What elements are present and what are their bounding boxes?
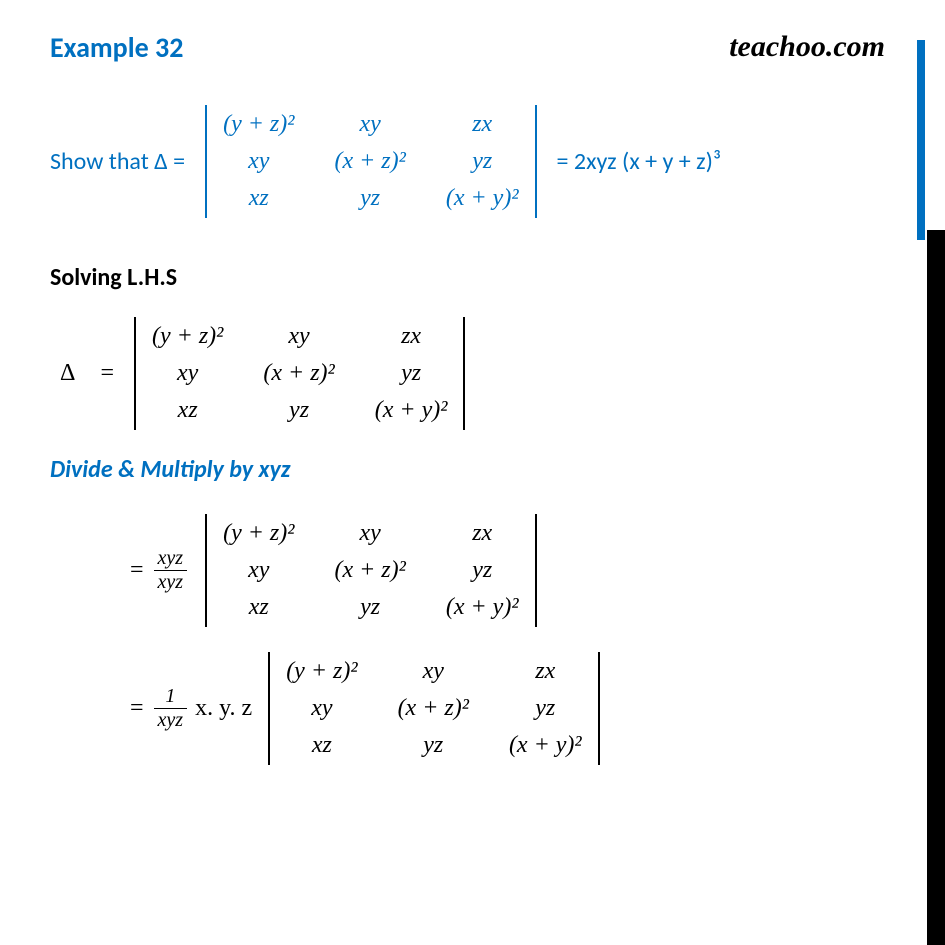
rhs-result: = 2xyz (x + y + z)³ bbox=[557, 147, 721, 176]
determinant-problem: (y + z)² xy zx xy (x + z)² yz xz yz (x +… bbox=[201, 105, 540, 218]
frac-denominator: xyz bbox=[154, 709, 188, 732]
problem-statement: Show that Δ = (y + z)² xy zx xy (x + z)²… bbox=[50, 105, 905, 218]
cell: xz bbox=[286, 732, 357, 759]
cell: (y + z)² bbox=[286, 658, 357, 685]
step-1: Δ = (y + z)² xy zx xy (x + z)² yz xz yz … bbox=[60, 317, 905, 430]
brand-logo: teachoo.com bbox=[729, 30, 885, 64]
cell: zx bbox=[509, 658, 582, 685]
cell: xy bbox=[334, 520, 405, 547]
cell: yz bbox=[263, 397, 334, 424]
step-3: = 1 xyz x. y. z (y + z)² xy zx xy (x + z… bbox=[120, 652, 905, 765]
cell: (x + z)² bbox=[334, 148, 405, 175]
frac-numerator: xyz bbox=[154, 547, 188, 570]
cell: xy bbox=[152, 360, 223, 387]
determinant-step2: (y + z)² xy zx xy (x + z)² yz xz yz (x +… bbox=[201, 514, 540, 627]
equals: = bbox=[130, 557, 144, 584]
cell: yz bbox=[375, 360, 448, 387]
cell: (x + z)² bbox=[263, 360, 334, 387]
fraction-xyz-xyz: xyz xyz bbox=[154, 547, 188, 595]
cell: (x + z)² bbox=[398, 695, 469, 722]
cell: xy bbox=[263, 323, 334, 350]
xyz-product: x. y. z bbox=[195, 695, 252, 722]
equals: = bbox=[130, 695, 144, 722]
cell: yz bbox=[334, 594, 405, 621]
cell: (x + y)² bbox=[509, 732, 582, 759]
delta-symbol: Δ bbox=[60, 360, 75, 387]
cell: xy bbox=[286, 695, 357, 722]
cell: xy bbox=[223, 148, 294, 175]
fraction-1-xyz: 1 xyz bbox=[154, 685, 188, 733]
cell: zx bbox=[375, 323, 448, 350]
cell: zx bbox=[446, 111, 519, 138]
determinant-step1: (y + z)² xy zx xy (x + z)² yz xz yz (x +… bbox=[130, 317, 469, 430]
page-content: Example 32 teachoo.com Show that Δ = (y … bbox=[0, 0, 945, 810]
frac-numerator: 1 bbox=[161, 685, 179, 708]
cell: xz bbox=[223, 594, 294, 621]
solving-heading: Solving L.H.S bbox=[50, 263, 905, 292]
cell: (x + y)² bbox=[375, 397, 448, 424]
cell: yz bbox=[334, 185, 405, 212]
cell: yz bbox=[446, 557, 519, 584]
cell: (x + z)² bbox=[334, 557, 405, 584]
step-2: = xyz xyz (y + z)² xy zx xy (x + z)² yz … bbox=[120, 514, 905, 627]
cell: xy bbox=[223, 557, 294, 584]
cell: yz bbox=[398, 732, 469, 759]
cell: xy bbox=[398, 658, 469, 685]
cell: yz bbox=[446, 148, 519, 175]
cell: (x + y)² bbox=[446, 594, 519, 621]
equals: = bbox=[100, 360, 114, 387]
cell: xy bbox=[334, 111, 405, 138]
cell: zx bbox=[446, 520, 519, 547]
cell: xz bbox=[223, 185, 294, 212]
show-that-text: Show that Δ = bbox=[50, 147, 185, 176]
frac-denominator: xyz bbox=[154, 571, 188, 594]
cell: yz bbox=[509, 695, 582, 722]
cell: xz bbox=[152, 397, 223, 424]
cell: (y + z)² bbox=[223, 520, 294, 547]
cell: (y + z)² bbox=[152, 323, 223, 350]
divide-multiply-hint: Divide & Multiply by xyz bbox=[50, 455, 905, 484]
determinant-step3: (y + z)² xy zx xy (x + z)² yz xz yz (x +… bbox=[264, 652, 603, 765]
cell: (x + y)² bbox=[446, 185, 519, 212]
cell: (y + z)² bbox=[223, 111, 294, 138]
